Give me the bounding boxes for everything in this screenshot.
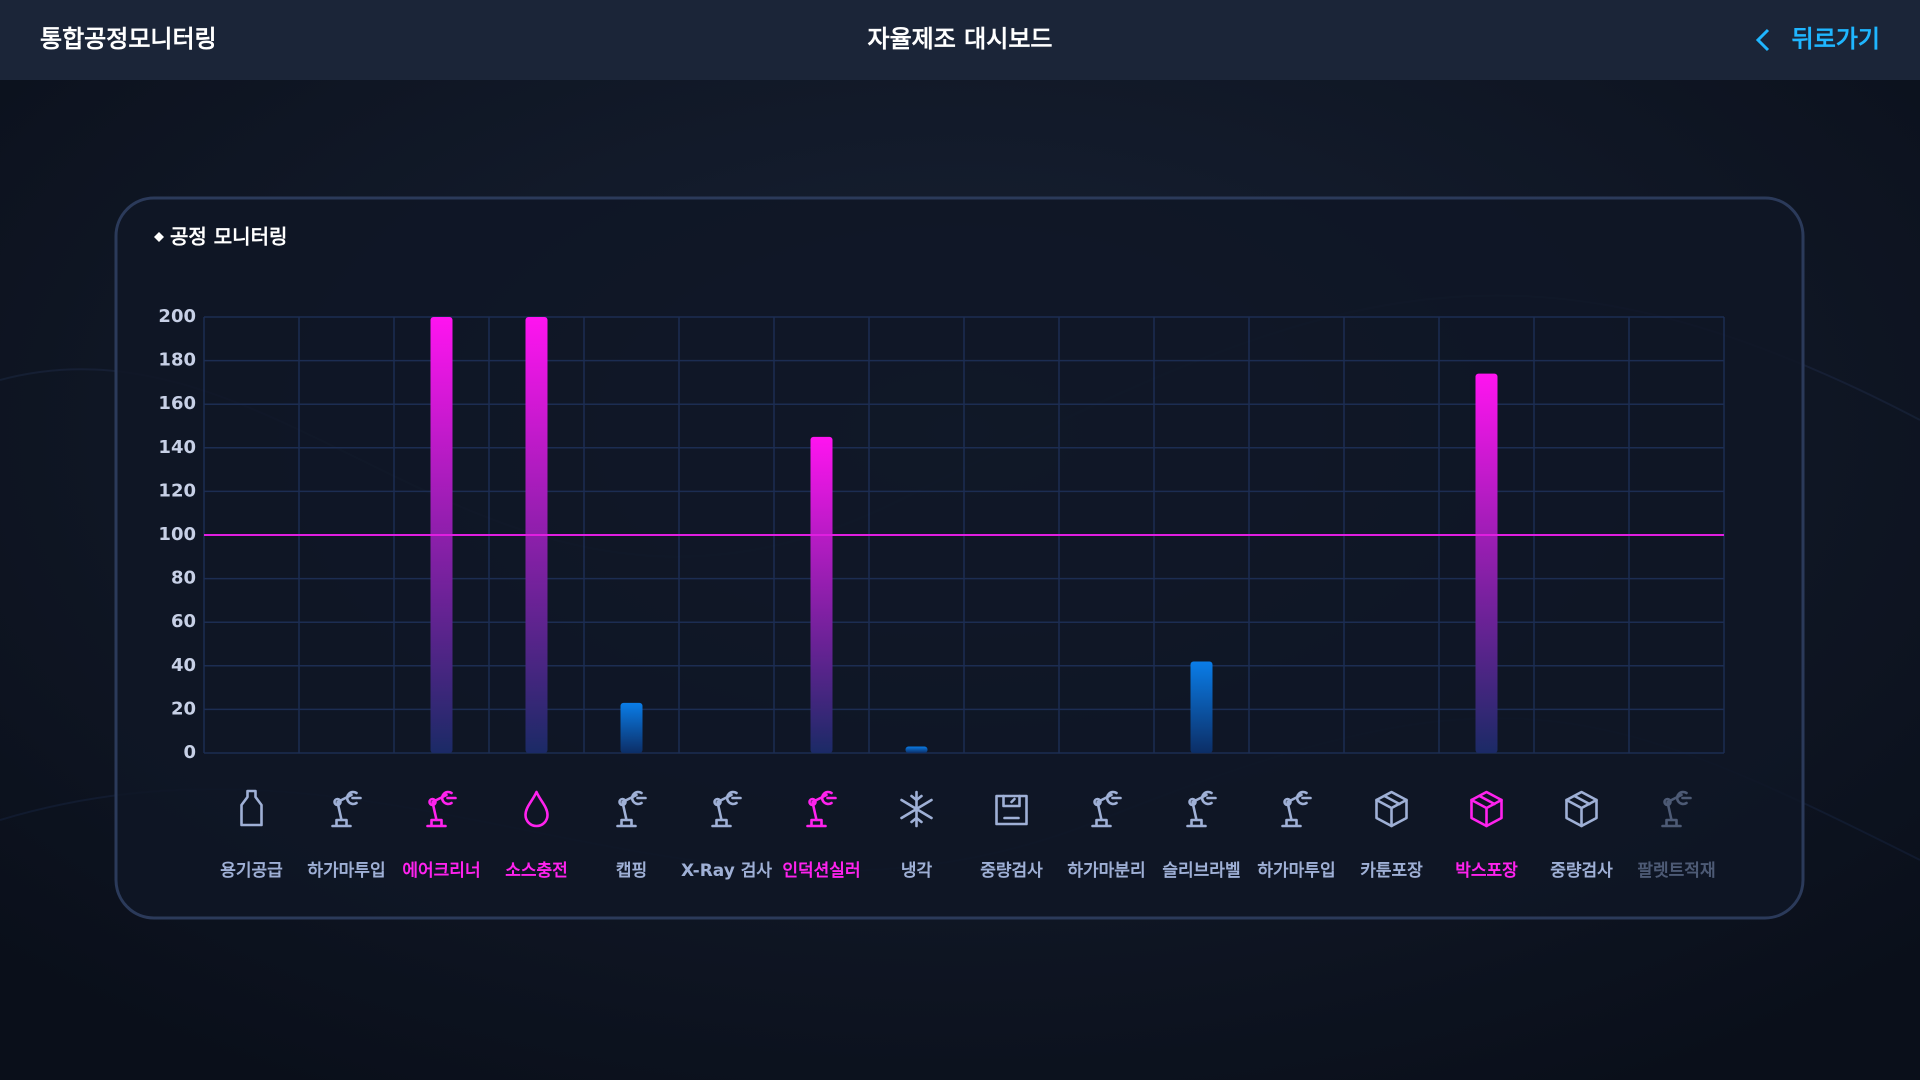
back-label[interactable]: 뒤로가기 (1792, 25, 1880, 53)
process-icon (240, 789, 263, 827)
icon-stroke (1295, 790, 1312, 806)
y-tick-label: 140 (158, 437, 196, 458)
icon-joint (618, 797, 627, 807)
icon-stroke (240, 789, 263, 827)
y-tick-label: 100 (158, 524, 196, 545)
y-tick-label: 60 (171, 611, 196, 632)
icon-joint (1283, 797, 1292, 807)
icon-stroke (440, 790, 457, 806)
x-tick-label: 카툰포장 (1360, 861, 1423, 881)
process-icon (995, 794, 1028, 826)
x-tick-label: 슬리브라벨 (1162, 861, 1240, 881)
icon-joint (428, 797, 437, 807)
x-tick-label: 에어크리너 (402, 861, 480, 881)
process-icon (1565, 790, 1598, 828)
icon-stroke (630, 790, 647, 806)
page-title: 자율제조 대시보드 (868, 25, 1053, 53)
process-icon (1470, 790, 1503, 828)
icon-stroke (524, 790, 549, 828)
process-icon (1091, 790, 1122, 828)
y-tick-label: 180 (158, 350, 196, 371)
x-tick-label: 중량검사 (1550, 861, 1613, 881)
panel-title: 공정 모니터링 (170, 225, 287, 249)
icon-stroke (725, 790, 742, 806)
x-tick-label: 캡핑 (616, 861, 647, 881)
x-tick-label: 하가마분리 (1067, 861, 1145, 881)
back-icon (1755, 28, 1770, 52)
icon-joint (1093, 797, 1102, 807)
process-icon (900, 790, 933, 828)
icon-stroke (345, 790, 362, 806)
process-icon (1661, 790, 1692, 828)
icon-stroke (1470, 794, 1503, 828)
process-icon (1281, 790, 1312, 828)
y-tick-label: 80 (171, 568, 196, 589)
bar (1475, 373, 1498, 753)
icon-joint (1663, 797, 1672, 807)
icon-joint (333, 797, 342, 807)
process-icon (1375, 790, 1408, 828)
process-icon (1186, 790, 1217, 828)
icon-joint (808, 797, 817, 807)
process-icon (711, 790, 742, 828)
process-icon (806, 790, 837, 828)
x-tick-label: 용기공급 (220, 861, 283, 881)
x-tick-label: 인덕션실러 (782, 861, 860, 881)
title-diamond (154, 232, 164, 242)
x-tick-label: 팔렛트적재 (1637, 861, 1715, 881)
icon-joint (1188, 797, 1197, 807)
x-tick-label: 소스충전 (505, 861, 568, 881)
plot: 0 20 40 60 80 100 120 140 160 180 200 용기공급 하가마투입 에어크리… (158, 306, 1725, 881)
panel (114, 196, 1805, 920)
bar (810, 436, 833, 753)
process-icon (616, 790, 647, 828)
y-tick-label: 120 (158, 480, 196, 501)
x-tick-label: 하가마투입 (307, 861, 385, 881)
back-button[interactable]: 뒤로가기 (1755, 25, 1880, 53)
icon-joint (713, 797, 722, 807)
brand: 통합공정모니터링 (40, 25, 217, 53)
icon-stroke (820, 790, 837, 806)
y-tick-label: 160 (158, 393, 196, 414)
bar (905, 746, 928, 753)
x-tick-label: 중량검사 (980, 861, 1043, 881)
icon-stroke (910, 794, 923, 824)
y-tick-label: 20 (171, 698, 196, 719)
x-tick-label: X-Ray 검사 (681, 861, 772, 881)
icon-stroke (1375, 794, 1408, 828)
bar (1190, 661, 1213, 753)
process-icon (426, 790, 457, 828)
header-bar (0, 0, 1920, 80)
bar (620, 702, 643, 753)
y-tick-label: 0 (183, 742, 196, 763)
icon-stroke (1675, 790, 1692, 806)
icon-stroke (900, 790, 933, 828)
x-tick-label: 냉각 (901, 861, 933, 881)
icon-stroke (1002, 794, 1021, 820)
icon-stroke (1200, 790, 1217, 806)
x-tick-label: 박스포장 (1455, 861, 1518, 881)
process-icon (331, 790, 362, 828)
icon-stroke (995, 794, 1028, 826)
icon-stroke (1565, 794, 1598, 828)
y-tick-label: 40 (171, 655, 196, 676)
icon-stroke (1105, 790, 1122, 806)
y-tick-label: 200 (158, 306, 196, 327)
x-tick-label: 하가마투입 (1257, 861, 1335, 881)
process-icon (524, 790, 549, 828)
